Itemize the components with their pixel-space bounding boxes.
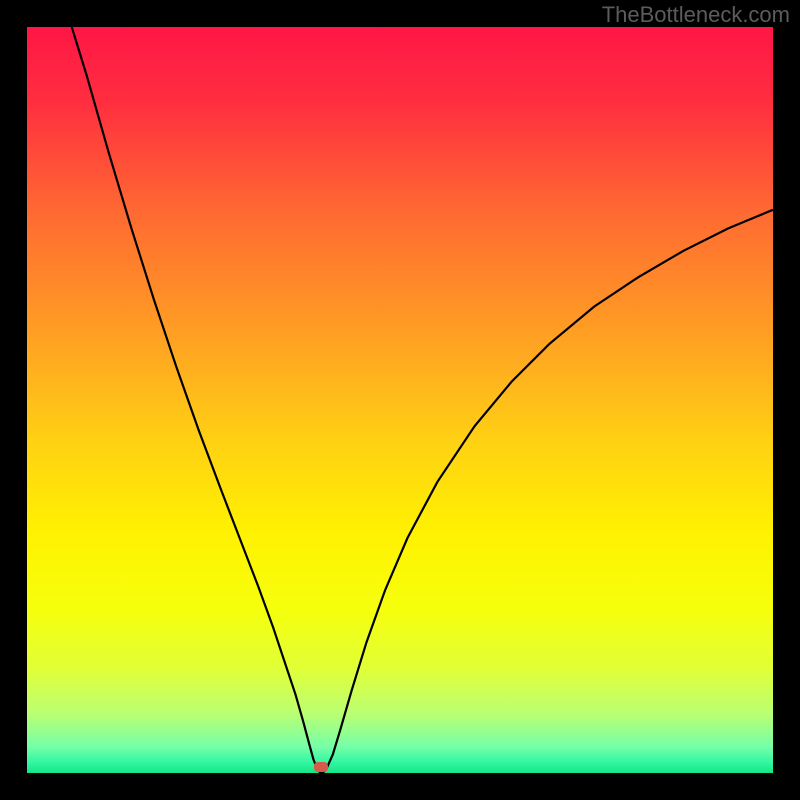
- optimal-point-marker: [314, 762, 328, 772]
- watermark-text: TheBottleneck.com: [602, 2, 790, 28]
- bottleneck-curve: [27, 27, 773, 773]
- chart-frame: { "watermark": { "text": "TheBottleneck.…: [0, 0, 800, 800]
- curve-path: [72, 27, 773, 773]
- plot-area: [27, 27, 773, 773]
